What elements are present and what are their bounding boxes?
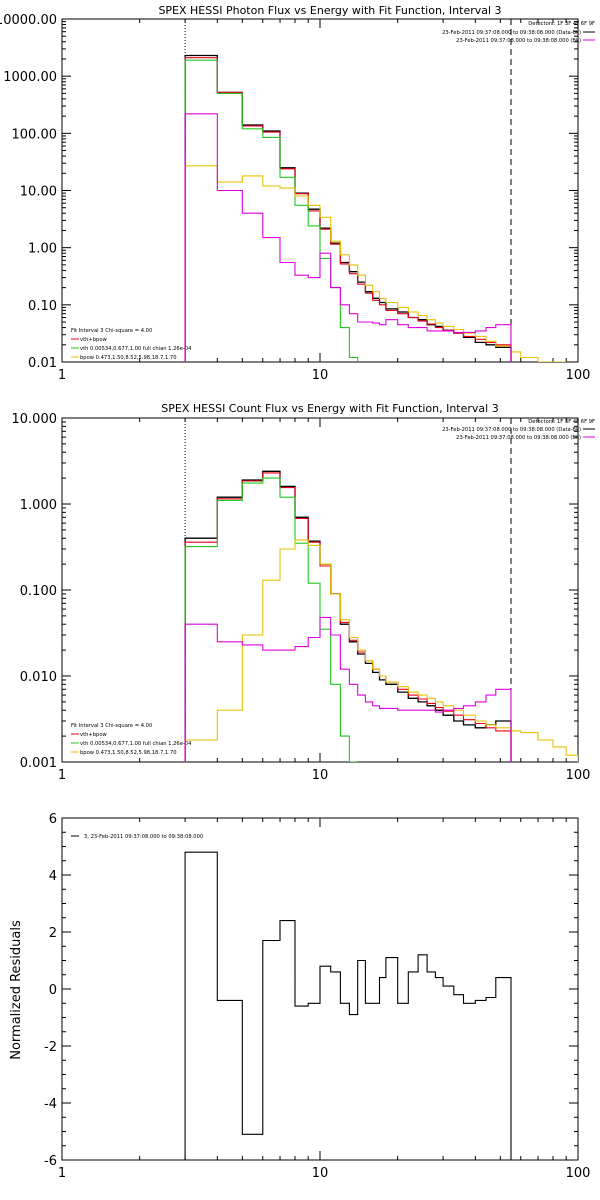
count-legend-total: vth+bpow	[80, 732, 107, 738]
photon-chart-title: SPEX HESSI Photon Flux vs Energy with Fi…	[158, 4, 501, 17]
y-tick-label: 0	[49, 983, 57, 998]
y-tick-label: 0.010	[20, 670, 57, 685]
y-tick-label: 0.10	[28, 299, 57, 314]
count-series-group	[184, 470, 578, 762]
series-vth-line	[184, 59, 359, 362]
y-tick-label: 4	[49, 869, 57, 884]
x-tick-label: 10	[312, 1166, 329, 1181]
series-bpow-line	[184, 165, 567, 362]
residuals-y-axis-label: Normalized Residuals	[9, 920, 24, 1060]
x-tick-label: 1	[58, 768, 66, 783]
series-bpow-line	[184, 539, 578, 762]
x-tick-label: 100	[566, 1166, 591, 1181]
photon-legend-bpow: bpow 0.473,1.50,8.52,5.98,18.7,1.70	[80, 355, 177, 361]
y-tick-label: 0.001	[20, 756, 57, 771]
y-tick-label: 1000.00	[3, 70, 57, 85]
series-residual-line	[184, 851, 512, 1160]
y-tick-label: -2	[44, 1040, 57, 1055]
y-tick-label: 0.01	[28, 356, 57, 371]
series-data-line	[184, 470, 512, 762]
y-tick-label: 100.00	[12, 127, 58, 142]
residuals-series-group	[184, 851, 512, 1160]
photon-legend-bk-label: 23-Feb-2011 09:37:08.000 to 09:38:08.000…	[456, 38, 581, 44]
photon-legend-databk-label: 23-Feb-2011 09:37:08.000 to 09:38:08.000…	[442, 30, 581, 36]
photon-plot-frame	[61, 18, 579, 363]
photon-legend-total: vth+bpow	[80, 337, 107, 343]
x-tick-label: 100	[566, 368, 591, 383]
y-tick-label: 1.00	[28, 242, 57, 257]
y-tick-label: 10.000	[12, 412, 58, 427]
photon-fit-info: Fit Interval 3 Chi-square = 4.00	[71, 328, 152, 334]
x-tick-label: 1	[58, 368, 66, 383]
count-chart-title: SPEX HESSI Count Flux vs Energy with Fit…	[161, 402, 498, 415]
count-legend-vth: vth 0.00534,0.677,1.00 full chian 1.26e-…	[80, 741, 192, 747]
series-data-line	[184, 54, 512, 362]
y-tick-label: 10000.00	[0, 13, 57, 28]
y-tick-label: 1.000	[20, 498, 57, 513]
y-tick-label: -4	[44, 1097, 57, 1112]
x-tick-label: 10	[312, 368, 329, 383]
y-tick-label: -6	[44, 1154, 57, 1169]
y-tick-label: 2	[49, 926, 57, 941]
y-tick-label: 10.00	[20, 185, 57, 200]
x-tick-label: 10	[312, 768, 329, 783]
count-legend-bk-label: 23-Feb-2011 09:37:08.000 to 09:38:08.000…	[456, 435, 581, 441]
series-bk-line	[184, 113, 512, 362]
count-detectors-label: Detectors: 1F 3F 4F 6F 9F	[528, 419, 595, 425]
residuals-legend-label: 3, 23-Feb-2011 09:37:08.000 to 09:38:08.…	[84, 834, 203, 840]
y-tick-label: 6	[49, 812, 57, 827]
count-flux-panel: SPEX HESSI Count Flux vs Energy with Fit…	[12, 402, 596, 783]
series-total-line	[184, 472, 512, 762]
x-tick-label: 100	[566, 768, 591, 783]
series-vth-line	[184, 477, 358, 762]
photon-legend-vth: vth 0.00534,0.677,1.00 full chian 1.26e-…	[80, 346, 192, 352]
count-legend-databk-label: 23-Feb-2011 09:37:08.000 to 09:38:08.000…	[442, 427, 581, 433]
photon-detectors-label: Detectors: 1F 3F 4F 6F 9F	[528, 21, 595, 27]
count-fit-info: Fit Interval 3 Chi-square = 4.00	[71, 723, 152, 729]
photon-flux-panel: SPEX HESSI Photon Flux vs Energy with Fi…	[0, 4, 595, 383]
y-tick-label: 0.100	[20, 584, 57, 599]
count-legend-bpow: bpow 0.473,1.50,8.52,5.98,18.7,1.70	[80, 750, 177, 756]
series-bk-line	[184, 616, 512, 762]
series-total-line	[184, 57, 512, 362]
x-tick-label: 1	[58, 1166, 66, 1181]
residuals-panel: 3, 23-Feb-2011 09:37:08.000 to 09:38:08.…	[9, 812, 590, 1181]
photon-series-group	[184, 54, 567, 362]
